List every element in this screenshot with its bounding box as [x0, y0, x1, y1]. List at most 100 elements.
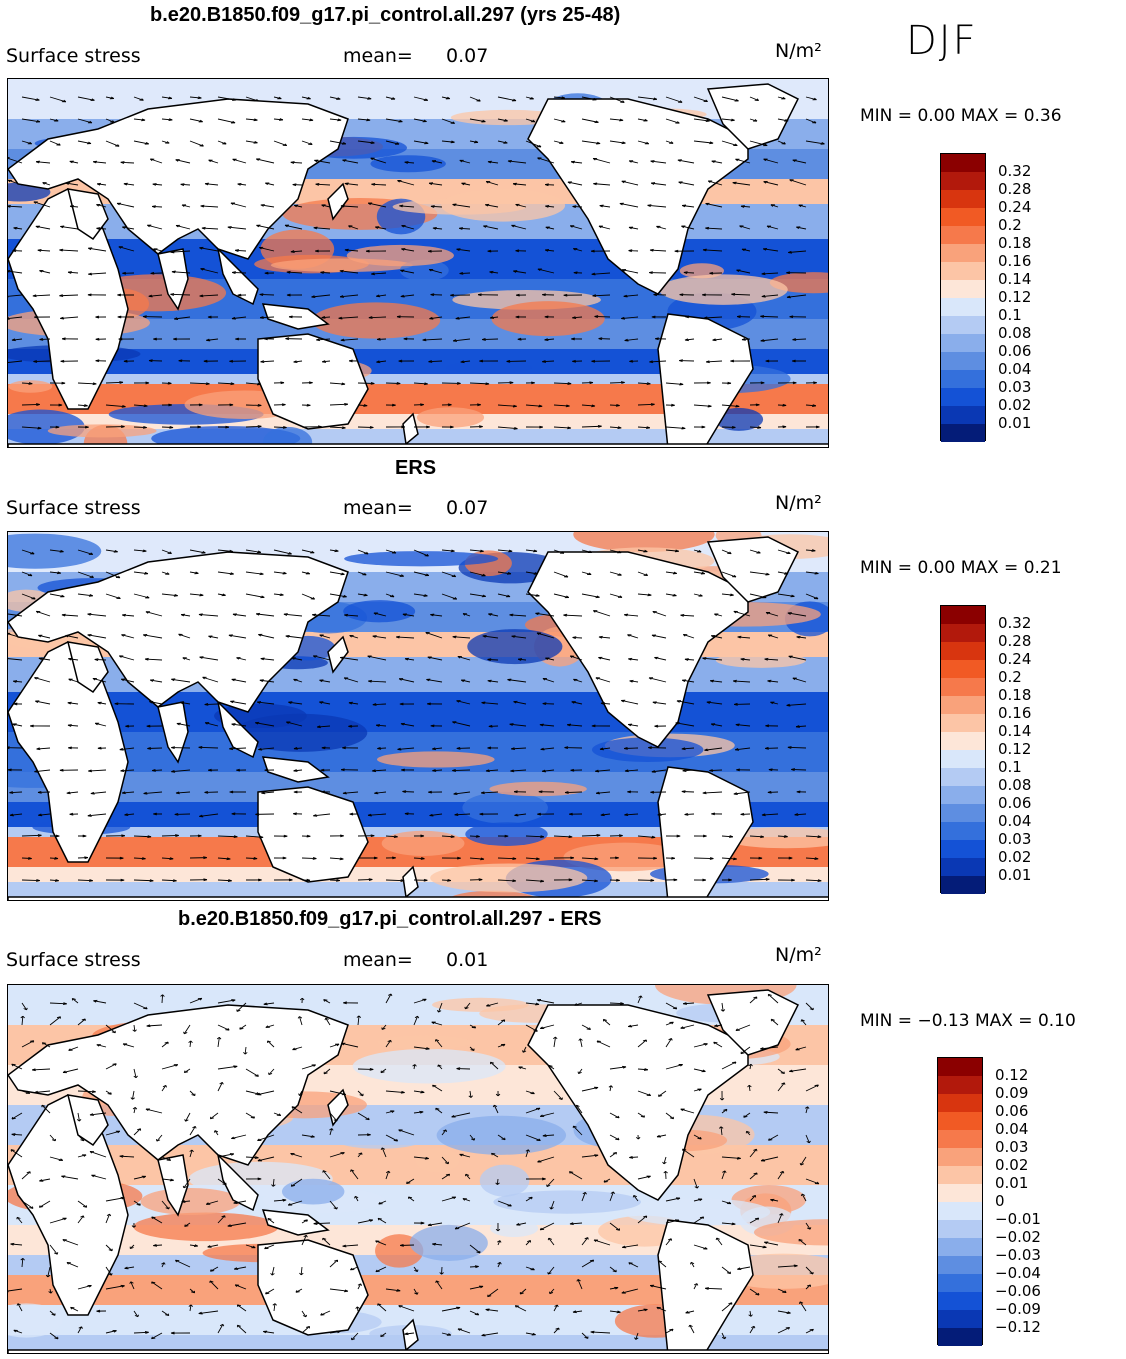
wind-arrow: [292, 1046, 303, 1051]
wind-arrow: [319, 634, 331, 639]
wind-arrow: [553, 571, 569, 578]
panel-1-minmax: MIN = 0.00 MAX = 0.36: [860, 106, 1062, 126]
wind-arrow: [581, 857, 599, 861]
wind-arrow: [679, 293, 695, 297]
colorbar-swatch: [941, 786, 985, 804]
wind-arrow: [245, 857, 258, 860]
wind-arrow: [777, 856, 793, 860]
wind-arrow: [133, 118, 146, 122]
wind-arrow: [59, 768, 79, 772]
wind-arrow: [637, 878, 655, 882]
wind-arrow: [319, 679, 331, 683]
wind-arrow: [133, 1200, 141, 1206]
wind-arrow: [572, 636, 583, 639]
wind-arrow: [622, 1244, 639, 1249]
field-blotch: [753, 1219, 828, 1246]
wind-arrow: [800, 1019, 807, 1026]
wind-arrow: [48, 1288, 53, 1294]
wind-arrow: [10, 1149, 23, 1158]
wind-arrow: [497, 381, 514, 385]
wind-arrow: [329, 1288, 349, 1293]
wind-arrow: [49, 1016, 61, 1026]
wind-arrow: [77, 118, 93, 124]
wind-arrow: [123, 182, 135, 186]
wind-arrow: [365, 249, 387, 253]
land-mass: [402, 412, 419, 446]
wind-arrow: [105, 1266, 113, 1276]
field-blotch: [462, 791, 548, 824]
wind-arrow: [354, 1195, 359, 1202]
wind-arrow: [637, 856, 657, 860]
wind-arrow: [201, 226, 219, 230]
wind-arrow: [635, 1134, 641, 1140]
wind-arrow: [301, 1219, 308, 1224]
wind-arrow: [665, 1238, 673, 1246]
field-blotch: [573, 532, 715, 553]
wind-arrow: [805, 140, 825, 145]
wind-arrow: [385, 993, 393, 1004]
wind-arrow: [609, 1222, 621, 1231]
wind-arrow: [208, 159, 219, 164]
wind-arrow: [805, 425, 820, 429]
wind-arrow: [542, 1134, 555, 1137]
wind-arrow: [537, 268, 555, 274]
wind-arrow: [441, 140, 455, 144]
wind-arrow: [11, 1133, 23, 1136]
field-blotch: [47, 424, 157, 438]
wind-arrow: [459, 272, 471, 275]
wind-arrow: [189, 425, 202, 429]
wind-arrow: [380, 1068, 387, 1074]
wind-arrow: [805, 118, 817, 124]
wind-arrow: [357, 1112, 370, 1121]
wind-arrow: [734, 747, 751, 751]
wind-arrow: [263, 1002, 275, 1006]
wind-arrow: [628, 657, 639, 661]
wind-arrow: [749, 403, 760, 407]
wind-arrow: [38, 813, 51, 817]
wind-arrow: [693, 1178, 699, 1189]
land-mass: [8, 1004, 349, 1166]
wind-arrow: [704, 747, 723, 752]
wind-arrow: [60, 316, 79, 320]
wind-arrow: [385, 381, 401, 385]
wind-arrow: [273, 118, 284, 121]
wind-arrow: [553, 878, 573, 882]
wind-arrow: [609, 1266, 617, 1273]
wind-arrow: [229, 747, 247, 751]
wind-arrow: [217, 1065, 238, 1070]
wind-arrow: [456, 700, 471, 705]
wind-arrow: [189, 834, 202, 838]
wind-arrow: [45, 1266, 51, 1278]
wind-arrow: [721, 140, 738, 147]
wind-arrow: [49, 1156, 64, 1161]
wind-arrow: [693, 381, 711, 385]
wind-arrow: [805, 1328, 814, 1334]
wind-arrow: [245, 878, 262, 882]
wind-arrow: [749, 96, 759, 101]
wind-arrow: [517, 337, 527, 341]
wind-arrow: [581, 1154, 599, 1158]
wind-arrow: [650, 182, 667, 186]
wind-arrow: [340, 338, 359, 342]
wind-arrow: [49, 571, 61, 575]
land-mass: [157, 1154, 189, 1217]
panel-1-map: [7, 78, 829, 448]
wind-arrow: [39, 269, 51, 274]
wind-arrow: [133, 1002, 148, 1010]
wind-arrow: [171, 746, 191, 750]
wind-arrow: [32, 294, 51, 298]
wind-arrow: [453, 791, 471, 796]
wind-arrow: [542, 677, 555, 683]
wind-arrow: [553, 382, 572, 385]
land-mass: [706, 989, 800, 1056]
wind-arrow: [385, 96, 396, 100]
wind-arrow: [509, 613, 527, 617]
wind-arrow: [413, 571, 430, 577]
wind-arrow: [398, 1305, 415, 1312]
wind-arrow: [13, 1329, 23, 1334]
wind-arrow: [245, 140, 258, 144]
wind-arrow: [805, 571, 819, 575]
wind-arrow: [665, 118, 680, 124]
wind-arrow: [133, 879, 154, 883]
wind-arrow: [385, 835, 398, 838]
